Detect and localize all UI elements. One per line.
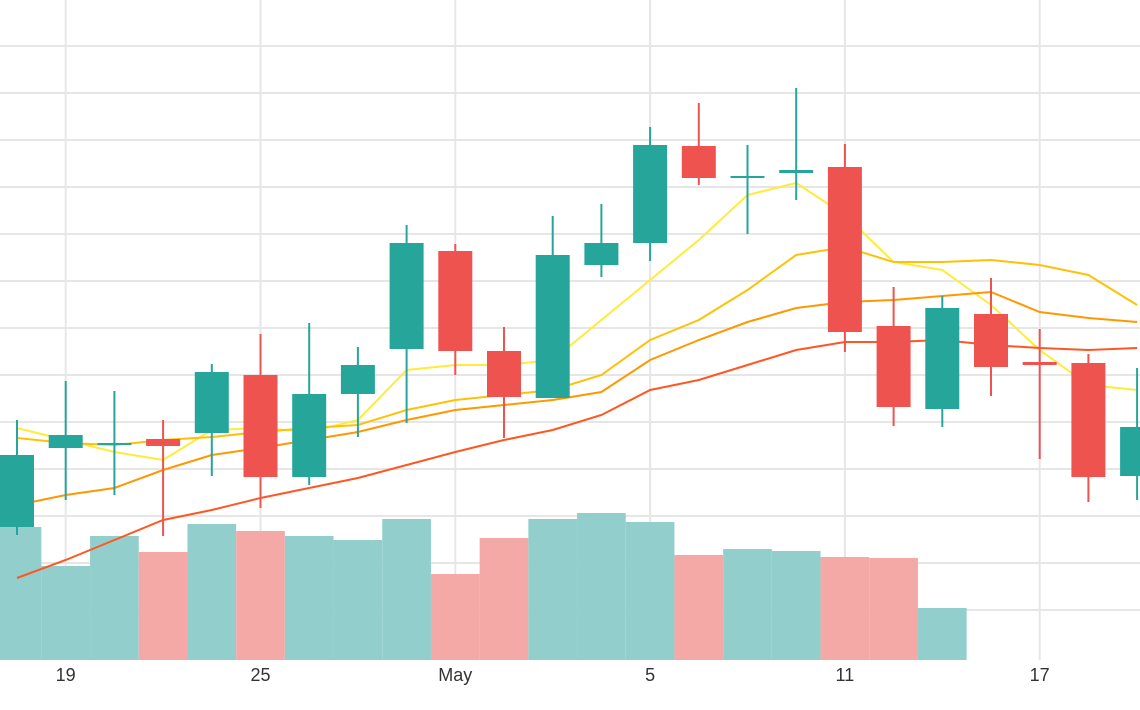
- candle-body: [535, 255, 570, 398]
- candle-body: [1022, 362, 1057, 365]
- candle-body: [194, 372, 229, 433]
- candle-body: [146, 439, 181, 446]
- candle-body: [389, 243, 424, 349]
- volume-bar: [869, 558, 918, 660]
- candle-body: [243, 375, 278, 477]
- x-tick-label: 25: [250, 665, 270, 685]
- volume-bar: [577, 513, 626, 660]
- volume-bar: [333, 540, 383, 660]
- moving-average-line: [16, 181, 1138, 462]
- volume-bar: [236, 531, 285, 660]
- volume-bar: [625, 522, 675, 660]
- candle-body: [1120, 427, 1140, 476]
- moving-average-line: [16, 290, 1138, 506]
- volume-bar: [917, 608, 967, 660]
- volume-bar: [41, 566, 91, 660]
- candle-body: [292, 394, 327, 477]
- volume-bar: [820, 557, 870, 660]
- candle-body: [730, 176, 765, 178]
- candle-body: [48, 435, 83, 448]
- volume-bar: [187, 524, 237, 660]
- volume-bar: [0, 527, 42, 660]
- volume-bar: [771, 551, 821, 660]
- volume-bar: [138, 552, 188, 660]
- candle-body: [0, 455, 34, 527]
- candle-body: [438, 251, 473, 351]
- volume-bar: [90, 536, 139, 660]
- volume-bar: [382, 519, 431, 660]
- candle-body: [876, 326, 911, 407]
- x-tick-label: 11: [836, 665, 855, 685]
- candle-body: [779, 170, 814, 173]
- candle-body: [925, 308, 960, 409]
- volume-bar: [430, 574, 480, 660]
- candle-body: [487, 351, 521, 397]
- candle-body: [584, 243, 619, 265]
- x-tick-label: 19: [56, 665, 76, 685]
- candle-body: [1071, 363, 1106, 477]
- candle-body: [97, 443, 132, 445]
- candle-body: [827, 167, 862, 332]
- volume-bar: [479, 538, 529, 660]
- candle-body: [681, 146, 716, 178]
- volume-bar: [674, 555, 724, 660]
- moving-average-line: [16, 245, 1138, 447]
- x-tick-label: 5: [645, 665, 655, 685]
- volume-bar: [284, 536, 334, 660]
- volume-bar: [528, 519, 578, 660]
- x-tick-label: 17: [1030, 665, 1050, 685]
- volume-bar: [723, 549, 772, 660]
- candle-body: [974, 314, 1008, 367]
- candle-body: [340, 365, 375, 394]
- x-tick-label: May: [438, 665, 472, 685]
- candle-body: [633, 145, 668, 243]
